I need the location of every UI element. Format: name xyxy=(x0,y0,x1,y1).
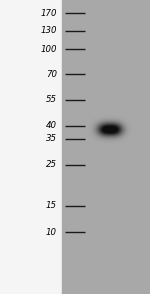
Text: 25: 25 xyxy=(46,160,57,169)
Text: 170: 170 xyxy=(40,9,57,18)
Text: 10: 10 xyxy=(46,228,57,237)
Text: 40: 40 xyxy=(46,121,57,130)
Bar xyxy=(0,0,62,294)
Text: 15: 15 xyxy=(46,201,57,210)
Bar xyxy=(62,0,150,294)
Text: 130: 130 xyxy=(40,26,57,35)
Text: 100: 100 xyxy=(40,45,57,54)
Text: 35: 35 xyxy=(46,134,57,143)
Text: 55: 55 xyxy=(46,96,57,104)
Text: 70: 70 xyxy=(46,70,57,78)
